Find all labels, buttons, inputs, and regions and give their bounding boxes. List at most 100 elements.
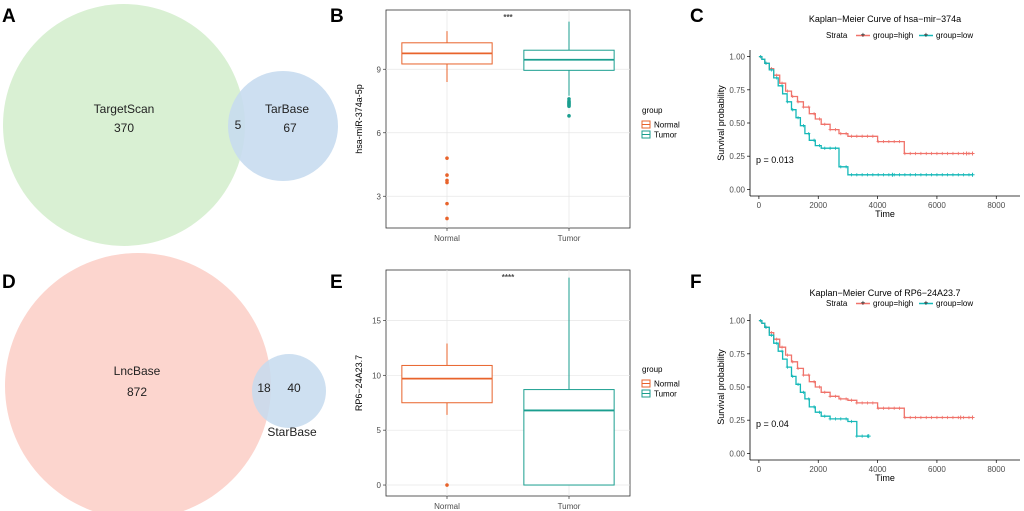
censor-mark: [929, 415, 934, 420]
y-tick-label: 0.50: [729, 119, 745, 128]
venn-a-circle-1: [3, 4, 245, 246]
censor-mark: [860, 134, 864, 138]
censor-mark: [887, 139, 891, 144]
censor-mark: [817, 410, 822, 414]
y-tick-label: 0: [377, 481, 382, 490]
legend-title: Strata: [826, 31, 848, 40]
y-tick-label: 0.25: [729, 152, 745, 161]
censor-mark: [791, 374, 795, 378]
censor-mark: [823, 122, 827, 126]
censor-mark: [775, 341, 779, 345]
venn-d-circle-2: [252, 354, 326, 428]
censor-mark: [817, 143, 822, 148]
legend-label: group=high: [873, 31, 913, 40]
x-axis-title: Time: [875, 209, 895, 219]
venn-a-set-1-name: TargetScan: [94, 102, 155, 116]
censor-mark: [807, 105, 811, 109]
censor-mark: [828, 128, 832, 132]
significance-label: ****: [502, 273, 515, 282]
outlier-point: [567, 114, 571, 118]
censor-mark: [812, 405, 816, 409]
censor-mark: [823, 390, 827, 394]
censor-mark: [951, 173, 955, 177]
y-axis-title: Survival probability: [716, 85, 726, 161]
censor-mark: [970, 415, 975, 420]
censor-mark: [791, 94, 795, 99]
y-tick-label: 3: [377, 192, 382, 201]
censor-mark: [833, 128, 838, 132]
censor-mark: [785, 89, 789, 93]
censor-mark: [785, 353, 789, 357]
outlier-point: [445, 180, 449, 185]
x-tick-label: 6000: [928, 201, 946, 210]
censor-mark: [946, 415, 950, 420]
y-tick-label: 0.00: [729, 449, 745, 458]
censor-mark: [935, 151, 939, 156]
censor-mark: [913, 151, 918, 156]
panel-letter-b: B: [330, 6, 344, 27]
y-tick-label: 10: [372, 371, 381, 380]
censor-mark: [956, 151, 960, 156]
censor-mark: [908, 173, 912, 177]
outlier-point: [445, 483, 449, 487]
outlier-point: [445, 216, 449, 221]
censor-mark: [908, 415, 912, 420]
censor-mark: [871, 173, 875, 177]
venn-a: TargetScan 370 5 TarBase 67: [3, 4, 338, 246]
x-tick-label: 8000: [987, 465, 1005, 474]
censor-mark: [764, 325, 768, 329]
panel-letter-a: A: [2, 6, 16, 27]
censor-mark: [903, 173, 907, 177]
legend-label: group=low: [936, 299, 973, 308]
y-tick-label: 0.75: [729, 86, 745, 95]
censor-mark: [807, 132, 811, 136]
censor-mark: [913, 173, 918, 177]
venn-a-overlap-count: 5: [235, 118, 242, 132]
censor-mark: [849, 419, 854, 424]
venn-a-set-2-name: TarBase: [265, 102, 309, 116]
censor-mark: [828, 394, 832, 398]
censor-mark: [855, 173, 859, 177]
censor-mark: [956, 173, 960, 177]
censor-mark: [823, 146, 827, 150]
censor-mark: [812, 112, 816, 116]
censor-mark: [844, 132, 848, 136]
censor-mark: [849, 134, 854, 138]
chart-title: Kaplan−Meier Curve of hsa−mir−374a: [809, 14, 961, 24]
censor-mark: [844, 165, 848, 169]
censor-mark: [833, 394, 838, 398]
y-tick-label: 1.00: [729, 317, 745, 326]
censor-mark: [796, 382, 800, 386]
censor-mark: [860, 401, 864, 405]
censor-mark: [940, 173, 944, 177]
y-tick-label: 1.00: [729, 53, 745, 62]
censor-mark: [839, 417, 843, 421]
chart-title: Kaplan−Meier Curve of RP6−24A23.7: [809, 288, 960, 298]
venn-d-overlap-count: 18: [257, 381, 271, 395]
x-tick-label: 6000: [928, 465, 946, 474]
censor-mark: [903, 151, 907, 156]
censor-mark: [823, 414, 827, 418]
censor-mark: [780, 349, 784, 353]
censor-mark: [970, 172, 975, 177]
outlier-point: [445, 173, 449, 177]
censor-mark: [940, 415, 944, 420]
x-tick-label: 4000: [869, 201, 887, 210]
censor-mark: [775, 76, 779, 80]
outlier-point: [445, 156, 449, 160]
censor-mark: [807, 397, 811, 401]
censor-mark: [849, 173, 854, 177]
censor-mark: [887, 406, 891, 410]
censor-mark: [769, 68, 773, 72]
y-tick-label: 6: [377, 129, 382, 138]
x-tick-label: 8000: [987, 201, 1005, 210]
censor-mark: [897, 173, 902, 177]
censor-mark: [967, 173, 971, 177]
y-tick-label: 0.50: [729, 383, 745, 392]
censor-mark: [764, 61, 768, 65]
venn-d-set-1-count: 872: [127, 385, 147, 399]
censor-mark: [929, 173, 934, 177]
censor-mark: [940, 151, 944, 156]
